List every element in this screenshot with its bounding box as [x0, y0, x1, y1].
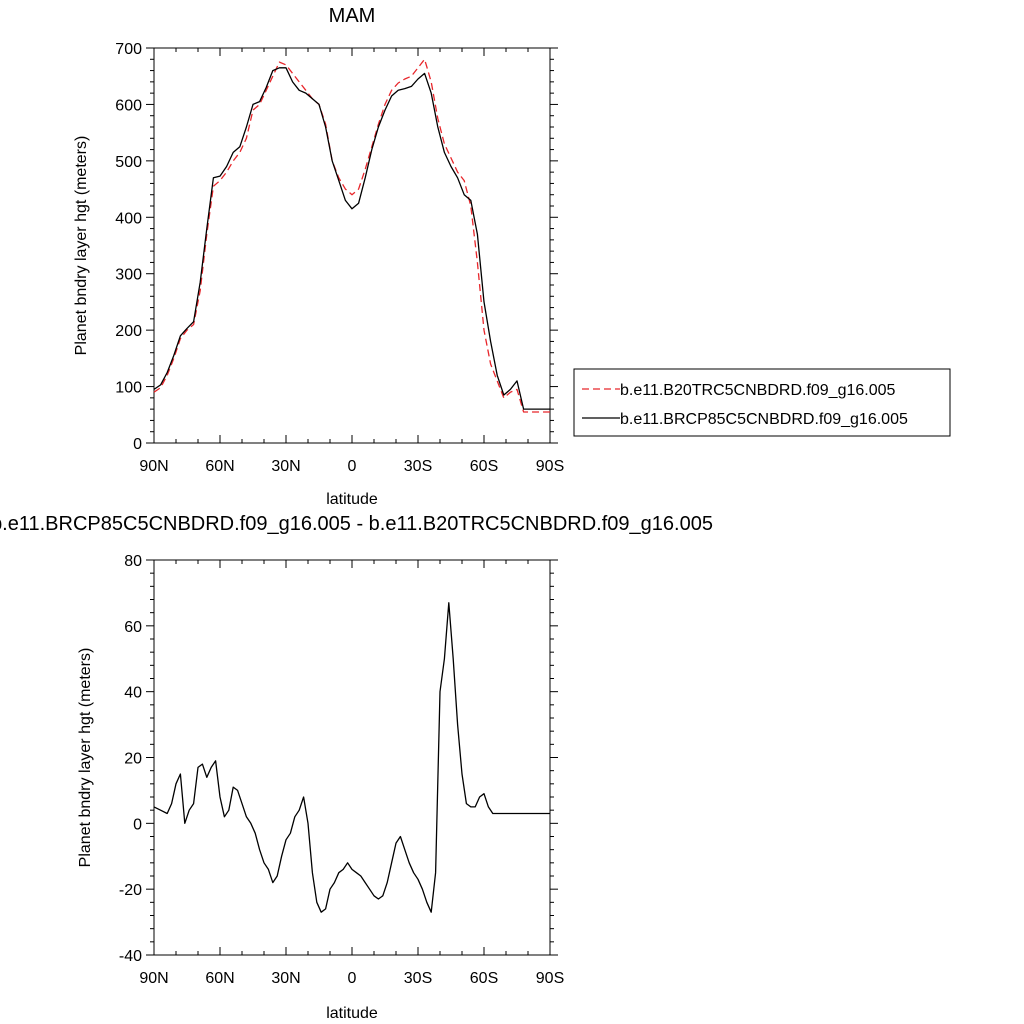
x-tick-label: 30S — [404, 970, 432, 987]
series-line-0 — [153, 602, 550, 913]
y-tick-label: 400 — [115, 210, 142, 227]
x-tick-label: 0 — [348, 970, 357, 987]
plot-bottom: b.e11.BRCP85C5CNBDRD.f09_g16.005 - b.e11… — [0, 513, 713, 1022]
x-tick-label: 30S — [404, 458, 432, 475]
y-tick-label: -20 — [119, 882, 142, 899]
legend: b.e11.B20TRC5CNBDRD.f09_g16.005 b.e11.BRC… — [573, 368, 951, 437]
series-line-0 — [153, 58, 550, 413]
y-axis-label: Planet bndry layer hgt (meters) — [77, 648, 94, 868]
legend-entry: b.e11.BRCP85C5CNBDRD.f09_g16.005 — [620, 411, 908, 428]
y-tick-label: 700 — [115, 41, 142, 58]
chart-title: MAM — [329, 5, 376, 27]
x-tick-label: 30N — [271, 458, 300, 475]
x-tick-label: 90S — [536, 970, 564, 987]
y-tick-label: 0 — [133, 436, 142, 453]
x-axis-label: latitude — [326, 1005, 378, 1022]
x-tick-label: 30N — [271, 970, 300, 987]
plot-frame — [153, 559, 551, 956]
plot-frame — [153, 47, 551, 444]
x-tick-label: 60N — [205, 970, 234, 987]
chart-title: b.e11.BRCP85C5CNBDRD.f09_g16.005 - b.e11… — [0, 513, 713, 535]
x-tick-label: 60N — [205, 458, 234, 475]
y-tick-label: 200 — [115, 323, 142, 340]
x-axis-label: latitude — [326, 491, 378, 508]
x-tick-label: 90S — [536, 458, 564, 475]
y-tick-label: 0 — [133, 816, 142, 833]
y-tick-label: 20 — [124, 751, 142, 768]
y-tick-label: 100 — [115, 380, 142, 397]
y-tick-label: 500 — [115, 154, 142, 171]
plot-top: MAM 90N 60N 30N 0 30S 60S 90S 0 100 200 300 400 500 60… — [73, 5, 564, 508]
y-tick-label: 80 — [124, 553, 142, 570]
legend-box — [573, 368, 951, 437]
y-tick-label: 60 — [124, 619, 142, 636]
x-tick-label: 90N — [139, 970, 168, 987]
x-tick-label: 60S — [470, 458, 498, 475]
y-tick-label: 300 — [115, 267, 142, 284]
x-tick-label: 0 — [348, 458, 357, 475]
y-axis-label: Planet bndry layer hgt (meters) — [73, 136, 90, 356]
y-tick-label: 40 — [124, 685, 142, 702]
legend-entry: b.e11.B20TRC5CNBDRD.f09_g16.005 — [620, 382, 896, 399]
series-line-1 — [153, 67, 550, 410]
y-tick-label: -40 — [119, 948, 142, 965]
x-tick-label: 90N — [139, 458, 168, 475]
x-tick-label: 60S — [470, 970, 498, 987]
y-tick-label: 600 — [115, 97, 142, 114]
